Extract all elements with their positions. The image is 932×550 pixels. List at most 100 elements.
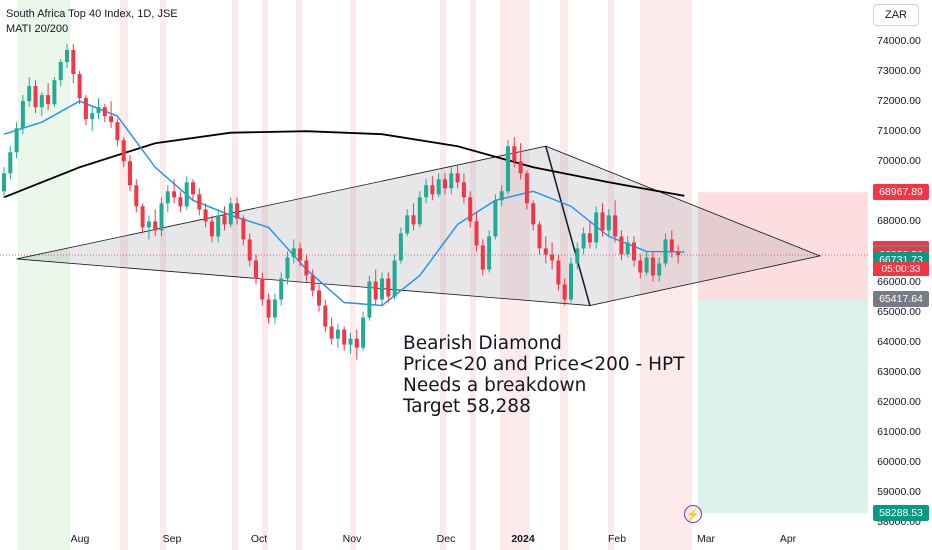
session-band [440, 0, 446, 550]
candle-body [235, 203, 240, 219]
candle-body [449, 173, 454, 189]
y-tick-label: 71000.00 [877, 125, 921, 138]
candle-body [83, 98, 88, 120]
candle-body [134, 185, 139, 207]
candle-body [197, 194, 202, 210]
candle-body [178, 197, 183, 207]
candle-body [39, 95, 44, 108]
y-tick-label: 62000.00 [877, 395, 921, 408]
candle-body [266, 299, 271, 318]
session-band [232, 0, 238, 550]
candle-body [329, 326, 334, 339]
y-tick-label: 61000.00 [877, 425, 921, 438]
candle-body [159, 203, 164, 231]
candle-body [405, 215, 410, 234]
candle-body [569, 263, 573, 300]
candle-body [461, 182, 466, 198]
y-tick-label: 68000.00 [877, 215, 921, 228]
chart-annotation[interactable]: Bearish Diamond Price<20 and Price<200 -… [403, 333, 684, 417]
chart-title: South Africa Top 40 Index, 1D, JSE [6, 8, 178, 20]
candle-body [657, 263, 662, 276]
candle-body [216, 215, 221, 237]
candle-body [272, 299, 277, 318]
session-band [262, 0, 268, 550]
candle-body [499, 191, 504, 201]
candle-body [298, 248, 303, 261]
candle-body [14, 128, 19, 153]
lightning-icon[interactable]: ⚡ [684, 505, 702, 523]
x-tick-label: Mar [696, 533, 716, 545]
session-band [18, 0, 70, 550]
candle-body [2, 173, 6, 192]
y-tick-label: 59000.00 [877, 485, 921, 498]
candle-body [128, 161, 132, 186]
session-band [160, 0, 166, 550]
candle-body [417, 197, 422, 225]
currency-button[interactable]: ZAR [873, 4, 919, 26]
candle-body [487, 236, 492, 270]
candle-body [443, 179, 447, 189]
candle-body [241, 218, 246, 240]
candle-body [398, 233, 403, 261]
annotation-line-2: Price<20 and Price<200 - HPT [403, 354, 685, 375]
candle-body [506, 146, 510, 192]
candle-body [474, 221, 479, 246]
candle-body [291, 248, 296, 258]
session-band [640, 0, 692, 550]
candle-body [140, 206, 145, 228]
candle-body [581, 233, 586, 249]
candle-body [468, 197, 473, 222]
candle-body [310, 275, 315, 291]
x-tick-label: Nov [342, 533, 362, 545]
candle-body [386, 278, 391, 297]
candle-body [411, 215, 416, 225]
candle-body [480, 245, 485, 270]
candle-body [676, 251, 681, 256]
candle-body [121, 140, 126, 162]
y-tick-label: 70000.00 [877, 155, 921, 168]
candle-body [663, 239, 668, 264]
candle-body [165, 191, 170, 204]
candle-body [600, 212, 605, 231]
y-tick-label: 63000.00 [877, 365, 921, 378]
candle-body [424, 185, 429, 198]
candle-body [102, 107, 107, 117]
candle-body [556, 260, 561, 285]
candle-body [96, 107, 101, 114]
candle-body [77, 74, 82, 99]
annotation-line-3: Needs a breakdown [403, 375, 587, 396]
indicator-label[interactable]: MATI 20/200 [6, 23, 69, 35]
candle-body [638, 260, 643, 273]
price-label: 68967.89 [873, 184, 929, 201]
candle-body [632, 242, 636, 261]
candle-body [33, 86, 38, 108]
session-band [608, 0, 614, 550]
candle-body [342, 329, 347, 345]
candle-body [191, 182, 195, 195]
y-tick-label: 65000.00 [877, 305, 921, 318]
price-label: 65417.64 [873, 291, 929, 307]
diamond-breakdown-line [545, 146, 591, 306]
candle-body [172, 191, 177, 198]
candle-body [512, 146, 517, 162]
x-tick-label: Aug [70, 533, 90, 545]
session-band [560, 0, 568, 550]
y-tick-label: 66000.00 [877, 275, 921, 288]
candle-body [71, 50, 76, 75]
candle-body [537, 224, 542, 249]
candle-body [524, 173, 529, 204]
annotation-line-4: Target 58,288 [403, 396, 531, 417]
candle-body [203, 209, 208, 222]
candle-body [8, 152, 13, 174]
candle-body [455, 173, 460, 183]
session-band [120, 0, 128, 550]
candle-body [493, 200, 498, 237]
candle-body [209, 221, 214, 237]
candle-body [361, 317, 366, 348]
bar-countdown: 05:00:33 [873, 262, 929, 277]
candle-body [367, 281, 372, 318]
candle-body [436, 179, 441, 195]
session-band [296, 0, 302, 550]
x-tick-label: Dec [436, 533, 456, 545]
